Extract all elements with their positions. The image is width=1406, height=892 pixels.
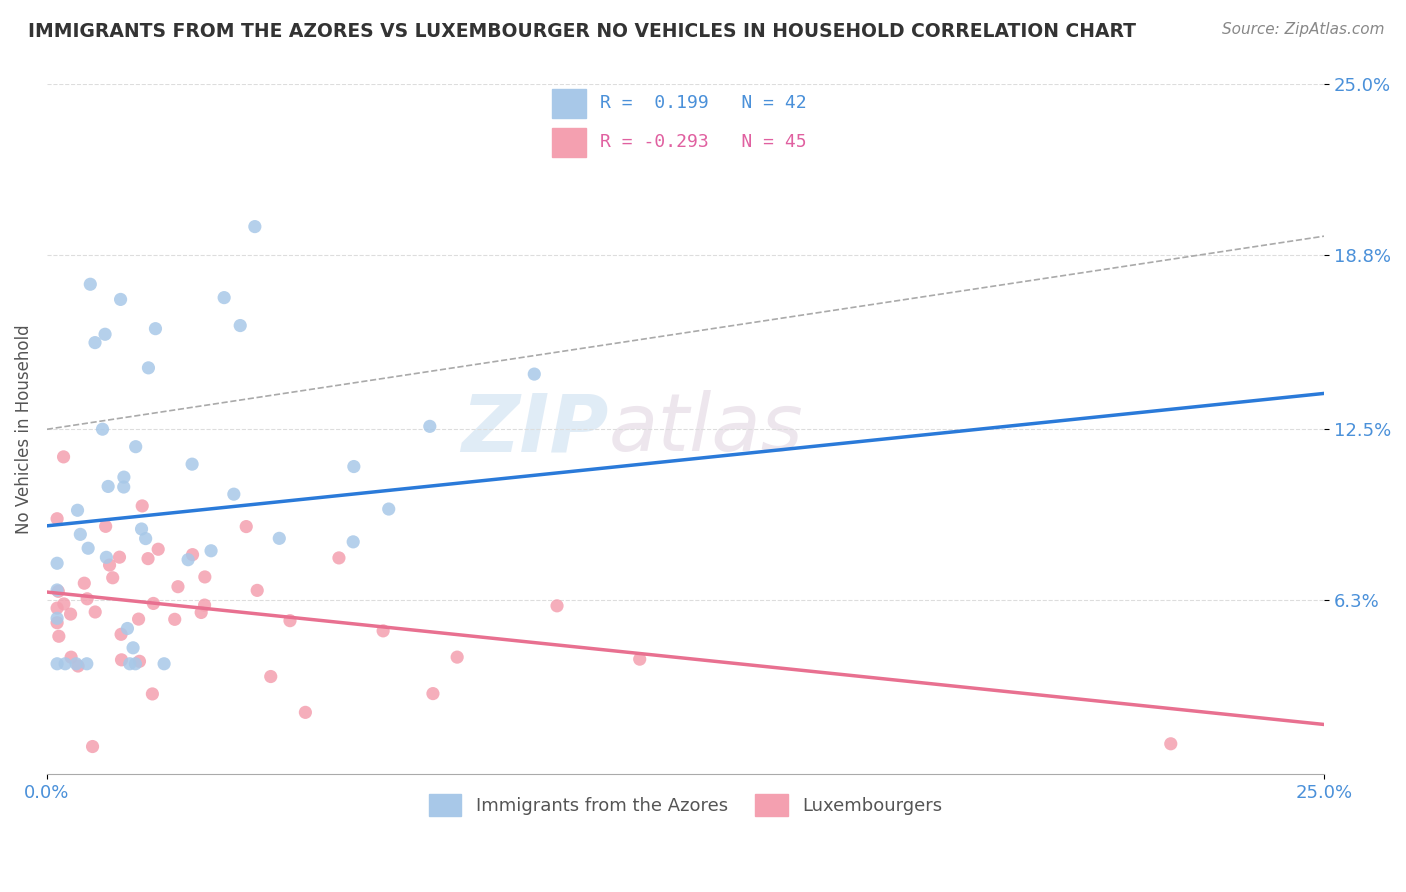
Point (46, 601, 69, 615)
Point (66, 503, 89, 517)
Point (48, 629, 70, 643)
Point (136, 551, 159, 566)
Point (59, 607, 82, 621)
Point (117, 622, 139, 636)
Point (135, 532, 157, 546)
Point (125, 440, 148, 454)
Point (181, 457, 204, 471)
Point (79, 277, 101, 292)
Point (131, 522, 153, 536)
Point (128, 612, 150, 626)
Point (46, 556, 69, 570)
Bar (551, 128, 586, 157)
Point (419, 419, 441, 434)
Text: R =  0.199   N = 42: R = 0.199 N = 42 (600, 95, 807, 112)
Point (101, 571, 124, 585)
Point (46, 582, 69, 597)
Point (94, 519, 117, 533)
Point (294, 706, 316, 720)
Point (46, 512, 69, 526)
Point (110, 653, 132, 667)
Point (523, 367, 546, 381)
Point (628, 652, 651, 666)
Point (153, 657, 176, 671)
Point (84, 335, 107, 350)
Point (98, 558, 121, 572)
Point (128, 654, 150, 668)
Point (422, 687, 444, 701)
Point (118, 657, 141, 671)
Point (76, 591, 98, 606)
Y-axis label: No Vehicles in Household: No Vehicles in Household (15, 325, 32, 534)
Point (46, 584, 69, 599)
Point (190, 606, 212, 620)
Point (52, 597, 75, 611)
Point (148, 542, 170, 557)
Point (142, 597, 165, 611)
Point (343, 459, 366, 474)
Point (67, 659, 90, 673)
Point (46, 657, 69, 671)
Point (141, 687, 163, 701)
Point (177, 552, 200, 566)
Point (69, 527, 91, 541)
Point (46, 611, 69, 625)
Point (112, 480, 135, 494)
Point (108, 550, 131, 565)
Legend: Immigrants from the Azores, Luxembourgers: Immigrants from the Azores, Luxembourger… (422, 788, 949, 823)
Point (110, 627, 132, 641)
Point (82, 739, 104, 754)
Bar (551, 89, 586, 118)
Point (53, 657, 76, 671)
Point (97, 479, 120, 493)
Point (222, 487, 245, 501)
Point (194, 570, 217, 584)
Point (131, 499, 153, 513)
Point (246, 583, 269, 598)
Point (122, 640, 145, 655)
Point (260, 669, 283, 683)
Point (65, 657, 87, 671)
Point (138, 360, 160, 375)
Point (77, 541, 100, 556)
Point (73, 576, 96, 591)
Point (342, 534, 364, 549)
Point (112, 470, 135, 484)
Point (163, 612, 186, 626)
Point (328, 550, 350, 565)
Point (181, 548, 204, 562)
Point (193, 598, 215, 612)
Point (243, 219, 266, 234)
Text: ZIP: ZIP (461, 391, 609, 468)
Point (52, 450, 75, 464)
Point (235, 519, 257, 533)
Text: IMMIGRANTS FROM THE AZORES VS LUXEMBOURGER NO VEHICLES IN HOUSEHOLD CORRELATION : IMMIGRANTS FROM THE AZORES VS LUXEMBOURG… (28, 22, 1136, 41)
Point (371, 624, 394, 638)
Point (167, 580, 190, 594)
Point (212, 291, 235, 305)
Point (229, 318, 252, 333)
Point (110, 293, 132, 307)
Text: R = -0.293   N = 45: R = -0.293 N = 45 (600, 133, 807, 151)
Point (200, 543, 222, 558)
Point (1160, 737, 1182, 751)
Text: Source: ZipAtlas.com: Source: ZipAtlas.com (1222, 22, 1385, 37)
Point (94, 327, 117, 342)
Point (269, 532, 291, 546)
Point (546, 599, 568, 613)
Point (446, 650, 468, 665)
Point (278, 614, 301, 628)
Point (60, 650, 83, 665)
Point (76, 657, 98, 671)
Point (46, 615, 69, 630)
Text: atlas: atlas (609, 391, 804, 468)
Point (145, 321, 167, 335)
Point (96, 550, 118, 565)
Point (91, 422, 114, 436)
Point (124, 657, 146, 671)
Point (84, 605, 107, 619)
Point (377, 502, 399, 516)
